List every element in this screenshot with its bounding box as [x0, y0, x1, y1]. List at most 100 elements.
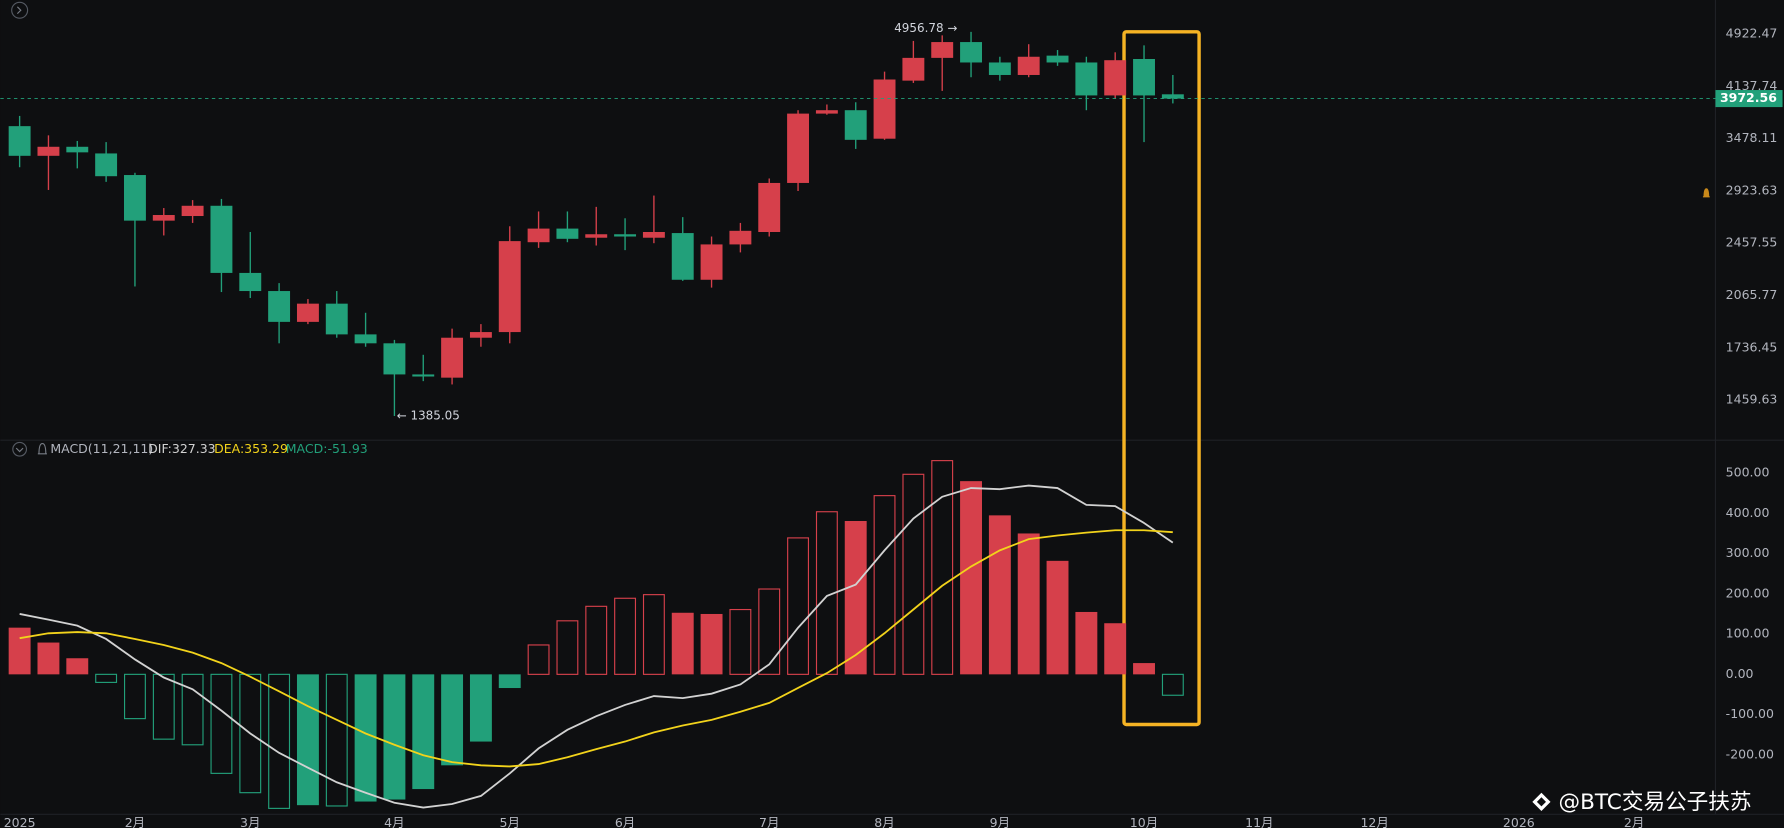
legend-dif: DIF:327.33: [148, 441, 215, 456]
bell-icon[interactable]: [37, 443, 47, 455]
candle-body: [181, 205, 204, 217]
candle-body: [700, 244, 723, 280]
legend-dea: DEA:353.29: [214, 441, 288, 456]
histogram-bar: [700, 613, 723, 675]
histogram-bar: [1017, 533, 1040, 675]
y-tick-label: 3478.11: [1726, 130, 1778, 145]
candle-body: [556, 228, 579, 239]
histogram-bar: [527, 644, 550, 675]
highlight-box: [1122, 30, 1201, 727]
candle-body: [123, 175, 146, 221]
histogram-bar: [95, 673, 118, 683]
histogram-bar: [268, 673, 291, 809]
alert-icon[interactable]: [1702, 188, 1710, 198]
candle-body: [210, 205, 233, 273]
candle-body: [66, 146, 89, 153]
histogram-bar: [239, 673, 262, 794]
candle-body: [614, 234, 637, 237]
candle-body: [787, 113, 810, 183]
histogram-bar: [585, 605, 608, 675]
histogram-bar: [123, 673, 146, 720]
histogram-bar: [37, 642, 60, 675]
candle-body: [1075, 62, 1098, 96]
candle-body: [931, 42, 954, 58]
candle-body: [441, 337, 464, 378]
histogram-bar: [66, 658, 89, 675]
x-tick-label: 3月: [240, 815, 260, 828]
y-tick-label: 4137.74: [1726, 78, 1778, 93]
histogram-bar: [441, 674, 464, 766]
candle-body: [498, 241, 521, 333]
histogram-bar: [873, 495, 896, 675]
histogram-bar: [296, 674, 319, 806]
watermark-logo: [1532, 792, 1551, 811]
candle-body: [268, 291, 291, 322]
histogram-bar: [210, 673, 233, 774]
histogram-bar: [902, 473, 925, 675]
histogram-bar: [412, 674, 435, 790]
y-tick-label: 100.00: [1726, 626, 1770, 641]
histogram-bar: [556, 620, 579, 675]
candle-body: [1017, 56, 1040, 75]
histogram-bar: [815, 511, 838, 675]
histogram-bar: [1161, 673, 1184, 696]
last-price-label: 3972.56: [1720, 90, 1777, 105]
x-tick-label: 4月: [384, 815, 404, 828]
candle-body: [412, 374, 435, 377]
candle-body: [642, 231, 665, 238]
y-tick-label: 2457.55: [1726, 235, 1778, 250]
candle-body: [1161, 94, 1184, 99]
candle-body: [469, 332, 492, 338]
x-tick-label: 10月: [1130, 815, 1158, 828]
candle-body: [902, 57, 925, 81]
histogram-bar: [8, 627, 31, 675]
histogram-bar: [1075, 611, 1098, 675]
y-tick-label: -100.00: [1726, 706, 1774, 721]
histogram-bar: [787, 537, 810, 675]
icon-circle: [12, 441, 28, 457]
histogram-bar: [729, 608, 752, 675]
histogram-bar: [1133, 663, 1155, 675]
candle-body: [815, 110, 838, 114]
histogram-bar: [988, 515, 1011, 675]
histogram-bar: [1104, 623, 1127, 675]
histogram-bar: [642, 594, 665, 675]
x-tick-label: 12月: [1360, 815, 1388, 828]
candle-body: [585, 234, 608, 238]
icon-circle: [11, 1, 29, 19]
x-tick-label: 11月: [1245, 815, 1273, 828]
histogram-bar: [1046, 560, 1069, 675]
candle-body: [960, 42, 982, 63]
macd-toggle-icon[interactable]: [12, 441, 28, 457]
indicator-title: MACD(11,21,11): [50, 441, 153, 456]
y-tick-label: 2923.63: [1726, 182, 1778, 197]
y-tick-label: 300.00: [1726, 545, 1770, 560]
candle-body: [671, 233, 694, 280]
candle-body: [988, 62, 1011, 75]
histogram-bar: [498, 674, 521, 689]
candle-body: [1133, 59, 1155, 96]
y-tick-label: 1459.63: [1726, 392, 1778, 407]
legend-macd: MACD:-51.93: [286, 441, 368, 456]
x-tick-label: 9月: [990, 815, 1010, 828]
y-tick-label: 200.00: [1726, 585, 1770, 600]
histogram-bar: [469, 674, 492, 742]
x-tick-label: 2月: [125, 815, 145, 828]
histogram-bar: [960, 481, 982, 675]
y-tick-label: 0.00: [1726, 666, 1754, 681]
x-tick-label: 2026: [1503, 815, 1535, 828]
histogram-bar: [325, 673, 348, 807]
candle-body: [152, 215, 175, 221]
x-tick-label: 2025: [4, 815, 36, 828]
x-tick-label: 7月: [759, 815, 779, 828]
candle-body: [758, 182, 781, 232]
y-tick-label: -200.00: [1726, 746, 1774, 761]
icon-chevron: [15, 447, 24, 453]
candle-body: [8, 126, 31, 156]
candle-body: [729, 230, 752, 245]
watermark-text: @BTC交易公子扶苏: [1558, 790, 1751, 815]
y-tick-label: 400.00: [1726, 505, 1770, 520]
collapse-icon[interactable]: [11, 1, 29, 19]
